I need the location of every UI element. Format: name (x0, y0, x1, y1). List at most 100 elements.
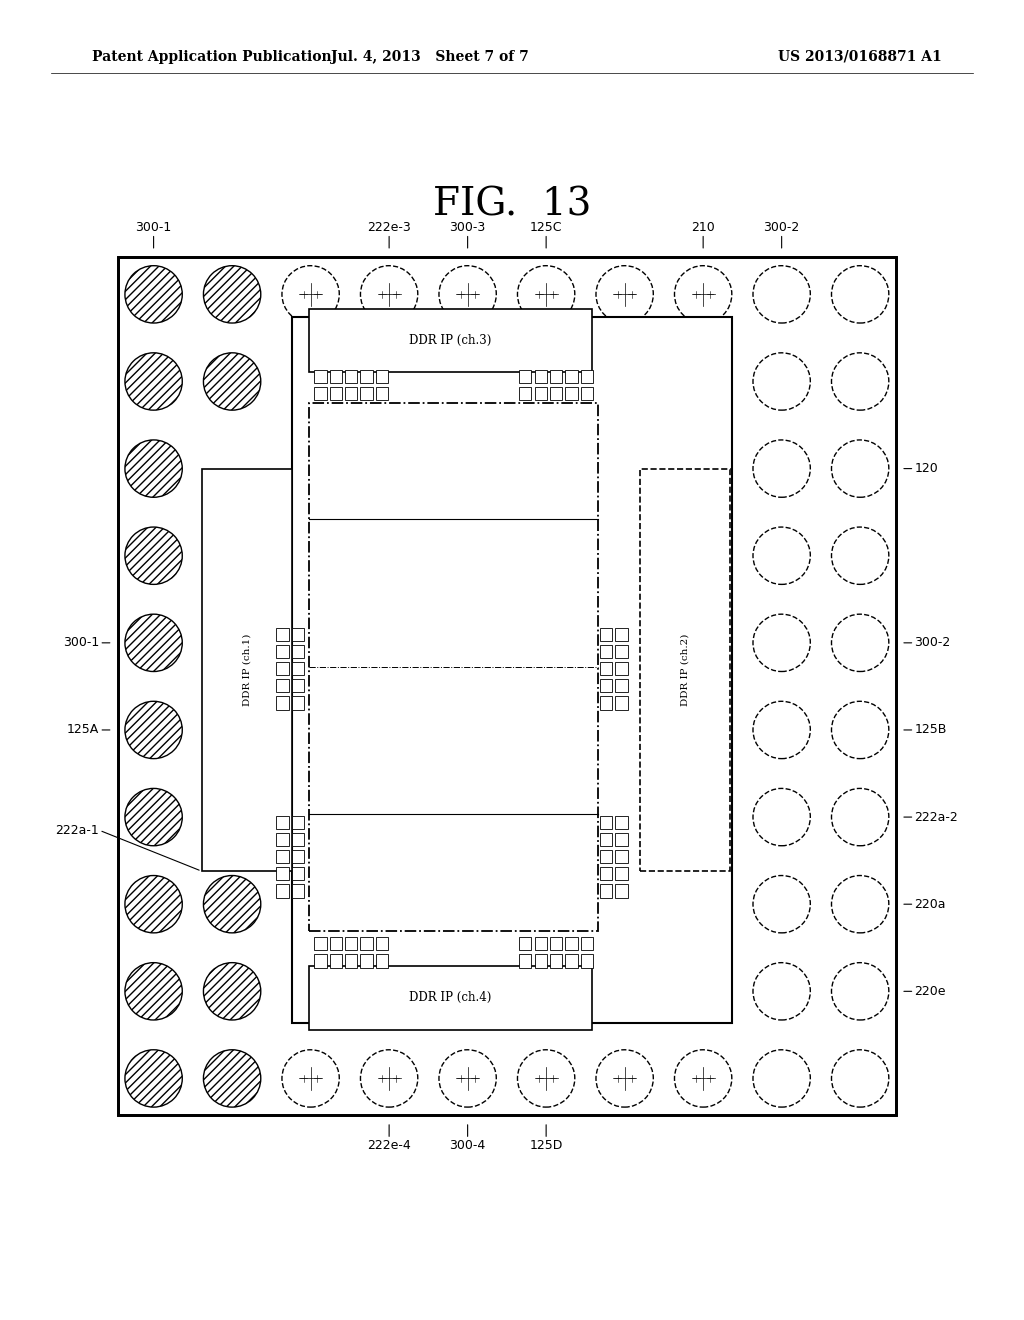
Ellipse shape (282, 1049, 339, 1107)
Bar (292, 833, 304, 846)
Ellipse shape (753, 962, 810, 1020)
Bar (600, 678, 612, 692)
Bar (581, 937, 593, 950)
Text: 300-1: 300-1 (63, 636, 99, 649)
Ellipse shape (517, 265, 574, 323)
Text: Patent Application Publication: Patent Application Publication (92, 50, 332, 63)
Bar (550, 387, 562, 400)
Ellipse shape (204, 875, 261, 933)
Ellipse shape (753, 614, 810, 672)
Text: 300-2: 300-2 (914, 636, 950, 649)
Bar (519, 387, 531, 400)
Bar (276, 833, 289, 846)
Bar (615, 644, 628, 657)
Bar (360, 370, 373, 383)
Bar (565, 387, 578, 400)
Bar (345, 387, 357, 400)
Text: 125A: 125A (68, 723, 99, 737)
Ellipse shape (204, 962, 261, 1020)
Ellipse shape (125, 352, 182, 411)
Bar (581, 370, 593, 383)
Text: US 2013/0168871 A1: US 2013/0168871 A1 (778, 50, 942, 63)
Ellipse shape (125, 614, 182, 672)
Text: 222a-2: 222a-2 (914, 810, 958, 824)
Bar (581, 387, 593, 400)
Bar (600, 697, 612, 710)
Ellipse shape (125, 962, 182, 1020)
Bar (276, 850, 289, 863)
Bar (314, 370, 327, 383)
Text: 125B: 125B (914, 723, 947, 737)
Bar (292, 867, 304, 880)
Ellipse shape (125, 701, 182, 759)
Bar (535, 937, 547, 950)
Text: DDR IP (ch.2): DDR IP (ch.2) (681, 634, 689, 706)
Ellipse shape (831, 614, 889, 672)
Bar (615, 850, 628, 863)
Bar (309, 966, 592, 1030)
Text: DDR IP (ch.4): DDR IP (ch.4) (410, 991, 492, 1005)
Bar (330, 370, 342, 383)
Bar (615, 678, 628, 692)
Bar (292, 644, 304, 657)
Ellipse shape (831, 788, 889, 846)
Bar (550, 370, 562, 383)
Bar (330, 387, 342, 400)
Text: 300-2: 300-2 (764, 220, 800, 234)
Bar (600, 816, 612, 829)
Bar (314, 387, 327, 400)
Bar (276, 884, 289, 898)
Bar (276, 644, 289, 657)
Bar (376, 937, 388, 950)
Bar (314, 937, 327, 950)
Ellipse shape (753, 440, 810, 498)
Text: 222a-1: 222a-1 (55, 824, 99, 837)
Ellipse shape (596, 1049, 653, 1107)
Ellipse shape (125, 440, 182, 498)
Ellipse shape (204, 1049, 261, 1107)
Ellipse shape (360, 1049, 418, 1107)
Text: FIG.  13: FIG. 13 (433, 186, 591, 223)
Bar (276, 697, 289, 710)
Text: 125D: 125D (529, 1139, 563, 1152)
Bar (565, 370, 578, 383)
Bar (550, 954, 562, 968)
Ellipse shape (753, 352, 810, 411)
Ellipse shape (125, 527, 182, 585)
Text: 125C: 125C (529, 220, 562, 234)
Ellipse shape (675, 1049, 732, 1107)
Bar (535, 954, 547, 968)
Ellipse shape (753, 788, 810, 846)
Text: DDR IP (ch.3): DDR IP (ch.3) (410, 334, 492, 347)
Text: Jul. 4, 2013   Sheet 7 of 7: Jul. 4, 2013 Sheet 7 of 7 (331, 50, 529, 63)
Bar (640, 469, 730, 871)
Ellipse shape (753, 265, 810, 323)
Bar (118, 257, 896, 1115)
Text: 220e: 220e (914, 985, 946, 998)
Bar (276, 661, 289, 675)
Bar (376, 370, 388, 383)
Bar (118, 257, 896, 1115)
Ellipse shape (753, 527, 810, 585)
Text: 300-3: 300-3 (450, 220, 485, 234)
Bar (345, 370, 357, 383)
Ellipse shape (831, 701, 889, 759)
Bar (292, 850, 304, 863)
Ellipse shape (675, 265, 732, 323)
Bar (376, 954, 388, 968)
Bar (600, 867, 612, 880)
Bar (615, 661, 628, 675)
Ellipse shape (204, 265, 261, 323)
Bar (360, 387, 373, 400)
Bar (565, 937, 578, 950)
Ellipse shape (596, 265, 653, 323)
Ellipse shape (125, 265, 182, 323)
Bar (519, 954, 531, 968)
Ellipse shape (125, 875, 182, 933)
Text: 220a: 220a (914, 898, 946, 911)
Bar (615, 627, 628, 640)
Ellipse shape (831, 352, 889, 411)
Bar (292, 816, 304, 829)
Ellipse shape (360, 265, 418, 323)
Bar (360, 954, 373, 968)
